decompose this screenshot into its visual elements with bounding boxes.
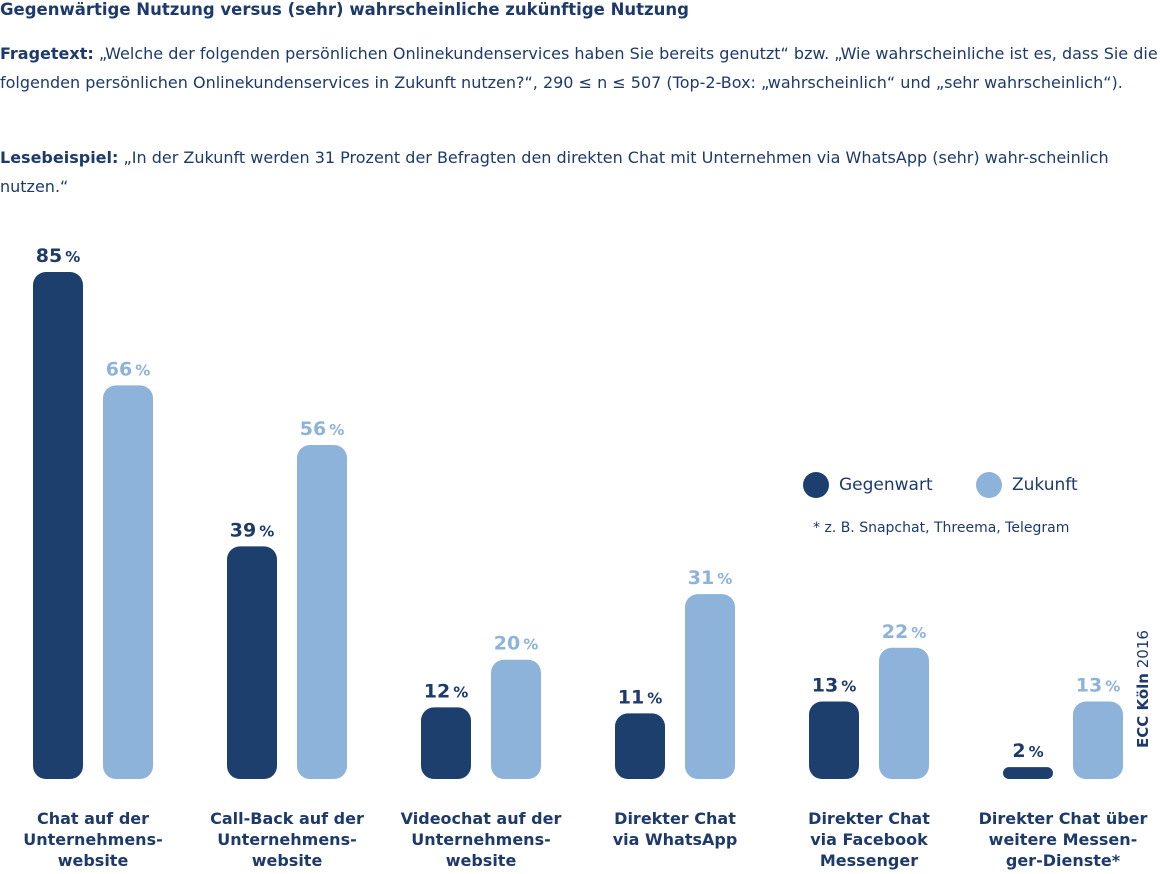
category-label-line: website <box>251 851 323 870</box>
lesebeispiel-label: Lesebeispiel: <box>0 148 119 167</box>
category-label-line: via Facebook <box>810 830 928 849</box>
category-label-4: Direkter Chat via Facebook Messenger <box>779 808 959 871</box>
value-label-zukunft-5: 13% <box>1076 674 1120 696</box>
category-label-3: Direkter Chat via WhatsApp <box>585 808 765 850</box>
category-label-line: website <box>57 851 129 870</box>
lesebeispiel-text: „In der Zukunft werden 31 Prozent der Be… <box>0 148 1109 196</box>
category-label-line: Direkter Chat über <box>978 809 1148 828</box>
legend-label-zukunft: Zukunft <box>1012 475 1078 495</box>
value-label-zukunft-1: 56% <box>300 418 344 440</box>
category-label-line: Direkter Chat <box>808 809 930 828</box>
category-label-line: ger-Dienste* <box>1005 851 1121 870</box>
bar-zukunft-0 <box>103 385 153 779</box>
value-label-zukunft-3: 31% <box>688 567 732 589</box>
category-label-line: Call-Back auf der <box>210 809 364 828</box>
category-label-line: Unternehmens- <box>411 830 551 849</box>
value-label-gegenwart-2: 12% <box>424 680 468 702</box>
category-label-line: Chat auf der <box>36 809 150 828</box>
category-label-line: website <box>445 851 517 870</box>
fragetext-label: Fragetext: <box>0 44 94 63</box>
legend-label-gegenwart: Gegenwart <box>839 475 933 495</box>
value-label-zukunft-4: 22% <box>882 621 926 643</box>
value-label-gegenwart-4: 13% <box>812 674 856 696</box>
value-label-gegenwart-0: 85% <box>36 245 80 267</box>
value-label-gegenwart-5: 2% <box>1012 740 1043 762</box>
category-label-line: Unternehmens- <box>23 830 163 849</box>
source-credit: ECC Köln 2016 <box>1134 630 1152 748</box>
category-label-line: Unternehmens- <box>217 830 357 849</box>
bar-gegenwart-2 <box>421 707 471 779</box>
category-label-line: via WhatsApp <box>612 830 738 849</box>
footnote: * z. B. Snapchat, Threema, Telegram <box>813 520 1070 536</box>
legend-swatch-zukunft <box>976 472 1002 498</box>
category-label-line: weitere Messen- <box>988 830 1138 849</box>
category-label-line: Videochat auf der <box>400 809 562 828</box>
fragetext: Fragetext: „Welche der folgenden persönl… <box>0 40 1160 97</box>
legend-item-zukunft: Zukunft <box>976 472 1078 498</box>
bar-gegenwart-4 <box>809 701 859 779</box>
chart-title: Gegenwärtige Nutzung versus (sehr) wahrs… <box>0 0 689 19</box>
category-label-5: Direkter Chat über weitere Messen-ger-Die… <box>973 808 1153 871</box>
bar-zukunft-2 <box>491 659 541 779</box>
bar-gegenwart-3 <box>615 713 665 779</box>
category-label-0: Chat auf der Unternehmens-website <box>3 808 183 871</box>
bar-gegenwart-0 <box>33 272 83 779</box>
category-label-2: Videochat auf der Unternehmens-website <box>391 808 571 871</box>
bar-zukunft-5 <box>1073 701 1123 779</box>
value-label-zukunft-0: 66% <box>106 358 150 380</box>
credit-year: 2016 <box>1134 630 1152 669</box>
bar-gegenwart-1 <box>227 546 277 779</box>
value-label-gegenwart-1: 39% <box>230 519 274 541</box>
credit-name: ECC Köln <box>1134 673 1152 748</box>
bar-zukunft-1 <box>297 444 347 779</box>
category-label-1: Call-Back auf der Unternehmens-website <box>197 808 377 871</box>
bar-zukunft-3 <box>685 594 735 779</box>
bar-gegenwart-5 <box>1003 767 1053 779</box>
category-label-line: Messenger <box>819 851 919 870</box>
value-label-zukunft-2: 20% <box>494 633 538 655</box>
category-label-line: Direkter Chat <box>614 809 736 828</box>
legend-swatch-gegenwart <box>803 472 829 498</box>
legend-item-gegenwart: Gegenwart <box>803 472 933 498</box>
value-label-gegenwart-3: 11% <box>618 686 662 708</box>
fragetext-text: „Welche der folgenden persönlichen Onlin… <box>0 44 1158 92</box>
lesebeispiel: Lesebeispiel: „In der Zukunft werden 31 … <box>0 144 1160 201</box>
bar-zukunft-4 <box>879 647 929 779</box>
